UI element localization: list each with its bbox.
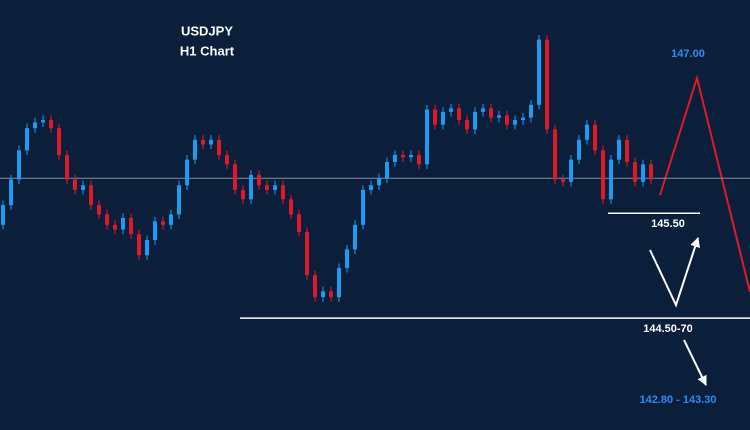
candle-body <box>33 122 37 129</box>
candle-body <box>553 129 557 180</box>
candle-body <box>569 159 573 182</box>
candle-body <box>193 139 197 160</box>
level-label: 145.50 <box>651 218 685 230</box>
candle-body <box>161 221 165 225</box>
candle-body <box>593 124 597 151</box>
candle-body <box>641 164 645 182</box>
candle-body <box>73 179 77 190</box>
candle-body <box>585 124 589 140</box>
candle-body <box>25 128 29 151</box>
candle-body <box>185 159 189 186</box>
candle-body <box>337 268 341 298</box>
candle-body <box>57 128 61 155</box>
candle-body <box>457 108 461 121</box>
candle-body <box>121 217 125 230</box>
candle-body <box>537 39 541 105</box>
candle-body <box>489 108 493 118</box>
candle-body <box>649 164 653 180</box>
candle-body <box>273 185 277 190</box>
candle-body <box>89 185 93 206</box>
candle-body <box>321 291 325 298</box>
candle-body <box>313 275 317 298</box>
candle-body <box>361 189 365 225</box>
candle-body <box>9 179 13 206</box>
chart-title: USDJPY <box>181 23 233 38</box>
projection-arrow <box>649 237 700 308</box>
candle-body <box>209 139 213 145</box>
chart-subtitle: H1 Chart <box>180 43 235 58</box>
candle-body <box>401 154 405 158</box>
candle-body <box>305 231 309 276</box>
candle-body <box>297 214 301 232</box>
candle-body <box>449 108 453 112</box>
candle-body <box>521 117 525 121</box>
candle-body <box>177 185 181 215</box>
candle-body <box>433 109 437 125</box>
projection-arrow <box>659 74 750 293</box>
candle-body <box>265 185 269 190</box>
candle-body <box>353 224 357 250</box>
candle-body <box>41 120 45 123</box>
candle-body <box>201 139 205 145</box>
candle-body <box>329 291 333 298</box>
candle-body <box>281 185 285 200</box>
candle-body <box>65 154 69 180</box>
candle-body <box>137 234 141 256</box>
candle-body <box>1 205 5 225</box>
candle-body <box>441 111 445 125</box>
projection-arrow <box>683 339 707 386</box>
candle-body <box>233 164 237 190</box>
candle-body <box>545 39 549 130</box>
candle-body <box>393 154 397 162</box>
candle-body <box>617 139 621 160</box>
candle-body <box>49 120 53 129</box>
candle-body <box>169 214 173 225</box>
candle-body <box>345 249 349 269</box>
candle-body <box>409 154 413 158</box>
candle-body <box>97 205 101 215</box>
candle-body <box>217 139 221 155</box>
candle-body <box>145 240 149 256</box>
candle-body <box>113 224 117 230</box>
target-label: 142.80 - 143.30 <box>639 394 716 406</box>
candle-body <box>377 178 381 186</box>
candle-body <box>609 159 613 200</box>
candle-body <box>241 189 245 200</box>
candle-body <box>577 139 581 160</box>
candle-body <box>529 104 533 118</box>
candle-body <box>601 150 605 200</box>
candle-body <box>81 185 85 190</box>
candle-body <box>129 217 133 235</box>
candle-body <box>513 120 517 125</box>
candle-body <box>17 150 21 180</box>
candle-body <box>473 111 477 130</box>
candle-body <box>225 154 229 165</box>
candle-body <box>105 214 109 225</box>
candle-body <box>257 174 261 186</box>
candle-body <box>417 154 421 165</box>
candle-body <box>249 174 253 200</box>
candle-body <box>465 120 469 130</box>
candle-body <box>385 161 389 179</box>
candle-body <box>633 161 637 182</box>
candle-body <box>481 108 485 112</box>
candle-body <box>505 115 509 125</box>
candle-body <box>369 185 373 190</box>
candle-body <box>497 115 501 118</box>
target-label: 147.00 <box>671 48 705 60</box>
candle-body <box>289 199 293 215</box>
level-label: 144.50-70 <box>643 323 693 335</box>
candle-body <box>625 139 629 162</box>
candle-body <box>561 179 565 182</box>
candle-body <box>153 221 157 241</box>
candle-body <box>425 109 429 165</box>
